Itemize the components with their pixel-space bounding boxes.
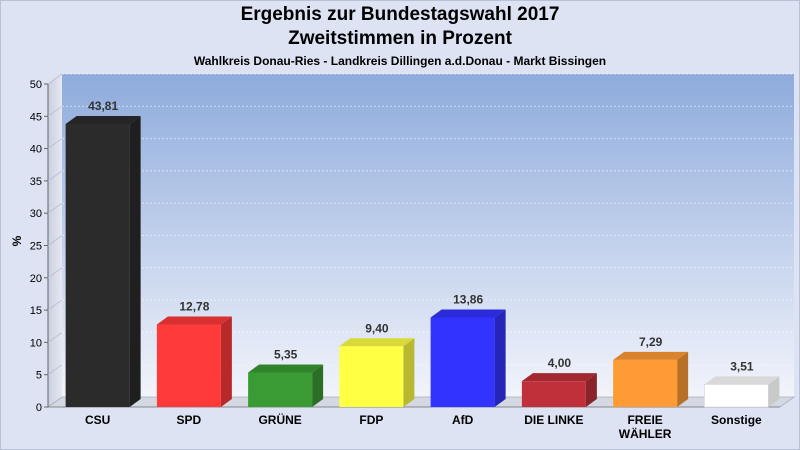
- y-tick-label: 40: [30, 144, 42, 156]
- x-category-label: SPD: [177, 413, 202, 427]
- value-label: 12,78: [179, 299, 209, 313]
- y-tick-label: 35: [30, 176, 42, 188]
- x-category-label: AfD: [452, 413, 474, 427]
- chart-title: Ergebnis zur Bundestagswahl 2017: [240, 4, 560, 25]
- bar-fdp: [339, 338, 415, 407]
- x-category-label: FREIE: [627, 413, 662, 427]
- y-tick-label: 20: [30, 273, 42, 285]
- x-category-label: GRÜNE: [258, 412, 301, 427]
- x-category-label: Sonstige: [711, 413, 762, 427]
- y-tick-label: 0: [36, 402, 42, 414]
- y-tick-label: 30: [30, 208, 42, 220]
- y-axis: 0 5 10 15 20 25 30 35 40 45 50: [30, 79, 48, 414]
- bar-die-linke: [521, 373, 597, 407]
- x-category-label: CSU: [85, 413, 110, 427]
- bar-sonstige: [704, 376, 780, 408]
- y-tick-label: 50: [30, 79, 42, 91]
- bar-csu: [65, 115, 141, 407]
- y-tick-label: 15: [30, 305, 42, 317]
- x-category-label: FDP: [359, 413, 383, 427]
- value-label: 7,29: [639, 335, 663, 349]
- bar-freie-wähler: [613, 351, 689, 407]
- value-label: 13,86: [453, 292, 483, 306]
- x-category-label: WÄHLER: [619, 426, 672, 441]
- y-tick-label: 5: [36, 370, 42, 382]
- value-label: 5,35: [274, 347, 298, 361]
- value-labels: 43,81 12,78 5,35 9,40 13,86 4,00 7,29 3,51: [88, 99, 754, 373]
- bar-spd: [156, 316, 232, 407]
- chart-caption: Wahlkreis Donau-Ries - Landkreis Dilling…: [193, 54, 607, 68]
- y-tick-label: 25: [30, 241, 42, 253]
- bar-grüne: [248, 364, 324, 407]
- bars: [65, 115, 780, 408]
- y-tick-label: 10: [30, 337, 42, 349]
- value-label: 4,00: [548, 356, 572, 370]
- y-tick-label: 45: [30, 111, 42, 123]
- bar-afd: [430, 309, 506, 407]
- y-axis-label: %: [10, 235, 24, 246]
- value-label: 3,51: [730, 359, 754, 373]
- value-label: 9,40: [365, 321, 389, 335]
- value-label: 43,81: [88, 99, 118, 113]
- x-category-label: DIE LINKE: [524, 413, 583, 427]
- chart-subtitle: Zweitstimmen in Prozent: [288, 28, 512, 49]
